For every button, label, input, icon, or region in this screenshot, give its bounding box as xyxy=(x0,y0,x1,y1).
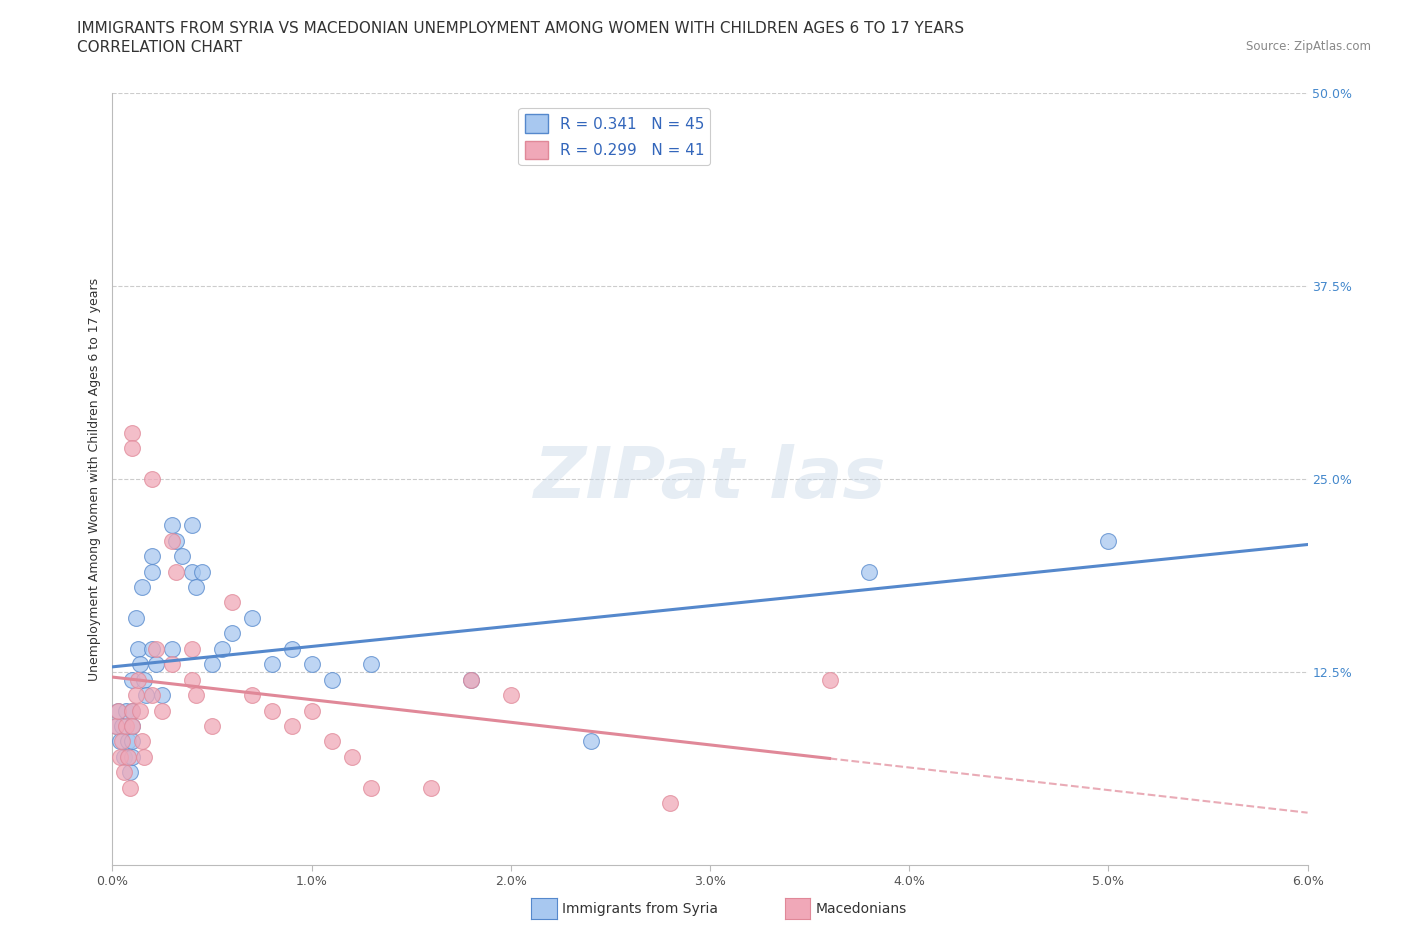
Text: ZIPat las: ZIPat las xyxy=(534,445,886,513)
Point xyxy=(201,719,224,734)
Point xyxy=(172,549,194,564)
Point xyxy=(1097,533,1119,548)
Point xyxy=(121,719,143,734)
Point xyxy=(150,687,173,702)
Point xyxy=(181,642,204,657)
Point xyxy=(110,750,132,764)
Point xyxy=(579,734,602,749)
Point xyxy=(115,719,138,734)
Point xyxy=(120,780,142,795)
Point xyxy=(221,595,243,610)
Point xyxy=(211,642,233,657)
Point xyxy=(360,780,382,795)
Point xyxy=(131,734,153,749)
Point xyxy=(181,565,204,579)
Point xyxy=(129,657,152,671)
Point xyxy=(460,672,482,687)
Point xyxy=(301,703,323,718)
Point xyxy=(145,642,167,657)
Point xyxy=(281,642,304,657)
Point xyxy=(181,518,204,533)
Point xyxy=(141,565,163,579)
Point xyxy=(134,672,156,687)
Point xyxy=(121,719,143,734)
Point xyxy=(162,518,183,533)
Point xyxy=(114,750,135,764)
Point xyxy=(135,687,157,702)
Point xyxy=(121,441,143,456)
Point xyxy=(134,750,156,764)
Point xyxy=(127,642,149,657)
Text: CORRELATION CHART: CORRELATION CHART xyxy=(77,40,242,55)
Point xyxy=(131,579,153,594)
Point xyxy=(150,703,173,718)
Point xyxy=(260,657,283,671)
Point xyxy=(111,734,134,749)
Point xyxy=(107,703,129,718)
Point xyxy=(162,657,183,671)
Point xyxy=(301,657,323,671)
Point xyxy=(186,687,208,702)
Point xyxy=(141,472,163,486)
Point xyxy=(121,750,143,764)
Point xyxy=(460,672,482,687)
Point xyxy=(141,687,163,702)
Point xyxy=(186,579,208,594)
Point xyxy=(141,642,163,657)
Point xyxy=(260,703,283,718)
Point xyxy=(105,719,128,734)
Point xyxy=(321,734,343,749)
Point xyxy=(121,425,143,440)
Point xyxy=(221,626,243,641)
Point xyxy=(165,565,187,579)
Point xyxy=(127,672,149,687)
Point xyxy=(191,565,214,579)
Point xyxy=(114,764,135,779)
Point xyxy=(162,642,183,657)
Point xyxy=(110,734,132,749)
Point xyxy=(107,703,129,718)
Point xyxy=(125,610,148,625)
Point xyxy=(340,750,363,764)
Point xyxy=(818,672,841,687)
Point xyxy=(145,657,167,671)
Point xyxy=(129,703,152,718)
Text: Source: ZipAtlas.com: Source: ZipAtlas.com xyxy=(1246,40,1371,53)
Point xyxy=(281,719,304,734)
Point xyxy=(240,610,263,625)
Point xyxy=(121,672,143,687)
Point xyxy=(111,719,134,734)
Point xyxy=(121,734,143,749)
Point xyxy=(141,549,163,564)
Point xyxy=(420,780,443,795)
Point xyxy=(165,533,187,548)
Point xyxy=(321,672,343,687)
Point xyxy=(181,672,204,687)
Point xyxy=(125,687,148,702)
Point xyxy=(659,796,682,811)
Y-axis label: Unemployment Among Women with Children Ages 6 to 17 years: Unemployment Among Women with Children A… xyxy=(87,277,101,681)
Point xyxy=(117,750,139,764)
Point xyxy=(120,764,142,779)
Point xyxy=(117,734,139,749)
Point xyxy=(162,533,183,548)
Text: Immigrants from Syria: Immigrants from Syria xyxy=(562,901,718,916)
Point xyxy=(858,565,880,579)
Point xyxy=(121,703,143,718)
Point xyxy=(105,719,128,734)
Point xyxy=(115,703,138,718)
Point xyxy=(499,687,522,702)
Text: Macedonians: Macedonians xyxy=(815,901,907,916)
Point xyxy=(121,703,143,718)
Legend: R = 0.341   N = 45, R = 0.299   N = 41: R = 0.341 N = 45, R = 0.299 N = 41 xyxy=(519,109,710,166)
Point xyxy=(201,657,224,671)
Point xyxy=(360,657,382,671)
Point xyxy=(240,687,263,702)
Text: IMMIGRANTS FROM SYRIA VS MACEDONIAN UNEMPLOYMENT AMONG WOMEN WITH CHILDREN AGES : IMMIGRANTS FROM SYRIA VS MACEDONIAN UNEM… xyxy=(77,21,965,36)
